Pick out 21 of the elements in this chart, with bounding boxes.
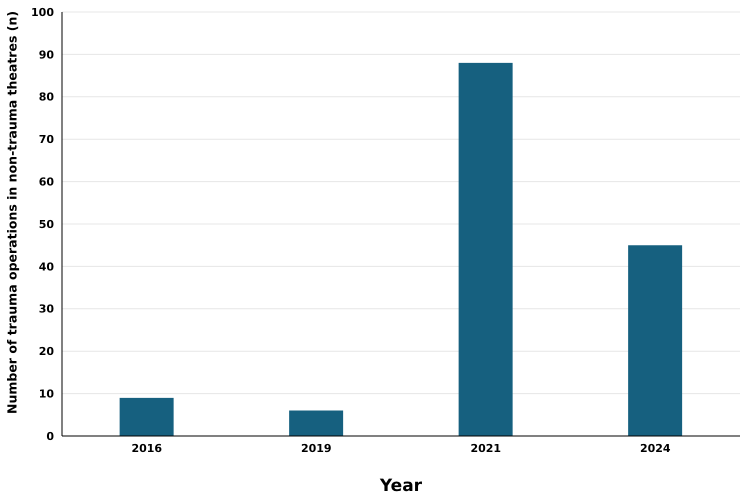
y-tick-label: 10 xyxy=(38,388,54,401)
x-tick-label: 2024 xyxy=(640,442,671,455)
bar xyxy=(458,62,513,436)
y-tick-label: 30 xyxy=(38,302,54,316)
bar xyxy=(120,398,174,436)
bar xyxy=(628,245,682,436)
x-tick-label: 2021 xyxy=(470,442,502,455)
y-tick-label: 60 xyxy=(38,176,54,189)
x-tick-label: 2019 xyxy=(300,442,332,455)
y-tick-label: 50 xyxy=(38,218,54,231)
x-tick-label: 2016 xyxy=(131,442,162,455)
y-tick-label: 100 xyxy=(31,6,54,19)
y-tick-label: 40 xyxy=(38,260,54,274)
bar xyxy=(289,410,344,436)
y-axis-title: Number of trauma operations in non-trauma theatres (n) xyxy=(4,10,20,414)
y-tick-label: 0 xyxy=(46,430,54,443)
x-axis-title: Year xyxy=(378,476,423,495)
y-tick-label: 20 xyxy=(38,345,54,358)
y-tick-label: 80 xyxy=(38,90,54,104)
y-tick-label: 90 xyxy=(38,48,54,62)
y-tick-label: 70 xyxy=(38,133,54,146)
